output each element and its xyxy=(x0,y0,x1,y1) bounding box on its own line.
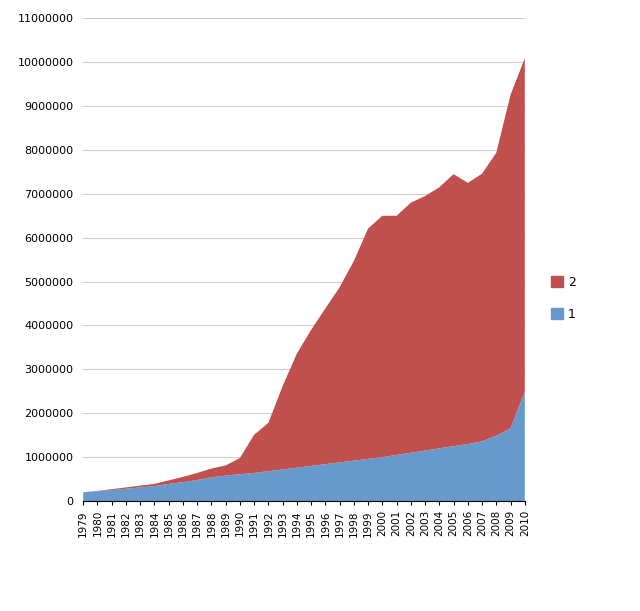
Legend: 2, 1: 2, 1 xyxy=(550,276,576,321)
